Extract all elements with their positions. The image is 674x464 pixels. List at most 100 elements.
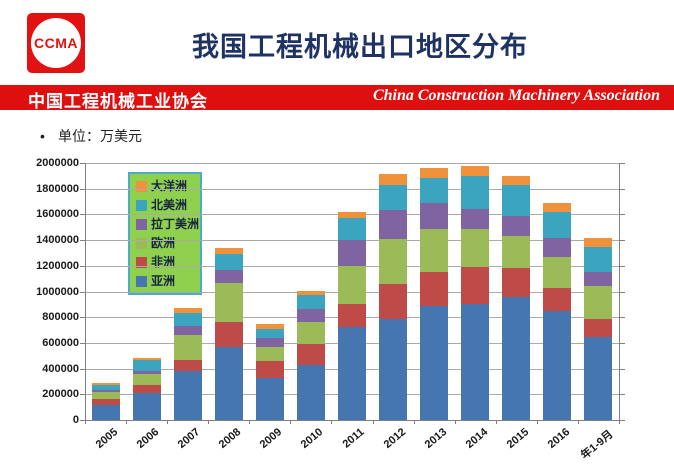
x-axis-tick bbox=[455, 420, 456, 424]
y-tick-label: 400000 bbox=[42, 363, 79, 375]
legend-label: 大洋洲 bbox=[151, 179, 188, 193]
bar-segment-大洋洲 bbox=[502, 175, 530, 185]
y-axis-tick-left bbox=[80, 343, 85, 344]
legend-swatch bbox=[136, 181, 147, 192]
legend-item: 拉丁美洲 bbox=[136, 218, 199, 231]
bar-segment-欧洲 bbox=[215, 282, 243, 322]
bar-segment-欧洲 bbox=[133, 374, 161, 386]
bar-segment-欧洲 bbox=[338, 266, 366, 305]
y-tick-label: 600000 bbox=[42, 337, 79, 349]
legend-item: 亚洲 bbox=[136, 275, 194, 288]
bar-segment-欧洲 bbox=[420, 229, 448, 273]
legend-label: 亚洲 bbox=[151, 274, 176, 288]
y-axis-tick-right bbox=[619, 394, 625, 395]
legend-swatch bbox=[136, 200, 147, 211]
bar-segment-非洲 bbox=[297, 343, 325, 366]
y-axis-tick-left bbox=[80, 214, 85, 215]
bar-segment-大洋洲 bbox=[174, 308, 202, 313]
bar-segment-大洋洲 bbox=[461, 165, 489, 176]
bar-segment-北美洲 bbox=[338, 218, 366, 241]
x-tick-label: 2008 bbox=[217, 426, 244, 451]
bar-segment-非洲 bbox=[502, 267, 530, 298]
bar-segment-拉丁美洲 bbox=[256, 338, 284, 347]
bar-segment-欧洲 bbox=[92, 391, 120, 400]
bar-segment-北美洲 bbox=[584, 246, 612, 273]
x-tick-label: 2012 bbox=[381, 426, 408, 451]
unit-note: • 单位：万美元 bbox=[40, 126, 142, 146]
bar-segment-亚洲 bbox=[297, 365, 325, 420]
bullet-icon: • bbox=[40, 128, 45, 144]
legend-item: 欧洲 bbox=[136, 237, 194, 250]
bar-segment-北美洲 bbox=[420, 177, 448, 203]
y-axis-tick-right bbox=[619, 292, 625, 293]
legend-label: 拉丁美洲 bbox=[151, 217, 200, 231]
x-axis-tick bbox=[249, 420, 250, 424]
bar-segment-亚洲 bbox=[584, 337, 612, 420]
y-axis-tick-left bbox=[80, 163, 85, 164]
bar-segment-非洲 bbox=[256, 360, 284, 379]
bar-segment-北美洲 bbox=[502, 184, 530, 216]
y-tick-label: 200000 bbox=[42, 388, 79, 400]
y-tick-label: 0 bbox=[72, 414, 79, 426]
bar-segment-非洲 bbox=[461, 267, 489, 305]
bar-segment-拉丁美洲 bbox=[502, 215, 530, 236]
y-tick-label: 1200000 bbox=[36, 260, 79, 272]
x-axis-tick bbox=[619, 420, 620, 424]
legend-label: 北美洲 bbox=[151, 198, 188, 212]
bar-segment-非洲 bbox=[543, 287, 571, 311]
bar-segment-非洲 bbox=[420, 272, 448, 306]
bar-segment-亚洲 bbox=[379, 319, 407, 420]
bar-segment-大洋洲 bbox=[543, 202, 571, 212]
bar-segment-非洲 bbox=[338, 304, 366, 328]
x-axis bbox=[80, 420, 625, 421]
y-axis-tick-left bbox=[80, 266, 85, 267]
banner-cn-text: 中国工程机械工业协会 bbox=[28, 92, 208, 111]
bar-segment-亚洲 bbox=[543, 310, 571, 420]
ccma-logo-text: CCMA bbox=[34, 35, 78, 51]
y-axis-tick-right bbox=[619, 317, 625, 318]
legend-item: 非洲 bbox=[136, 256, 194, 269]
bar-segment-亚洲 bbox=[461, 304, 489, 420]
bar-segment-大洋洲 bbox=[256, 324, 284, 330]
bar-segment-拉丁美洲 bbox=[461, 208, 489, 229]
bar-segment-亚洲 bbox=[133, 393, 161, 420]
x-axis-tick bbox=[578, 420, 579, 424]
y-axis-tick-left bbox=[80, 369, 85, 370]
bar-segment-欧洲 bbox=[379, 239, 407, 285]
y-tick-label: 1400000 bbox=[36, 234, 79, 246]
y-axis-tick-right bbox=[619, 343, 625, 344]
legend-item: 北美洲 bbox=[136, 199, 194, 212]
legend-swatch bbox=[136, 257, 147, 268]
bar-segment-拉丁美洲 bbox=[338, 240, 366, 267]
bar-segment-拉丁美洲 bbox=[379, 209, 407, 240]
x-tick-label: 2005 bbox=[93, 426, 121, 451]
x-tick-label: 2009 bbox=[258, 426, 285, 451]
x-axis-tick bbox=[537, 420, 538, 424]
bar-segment-北美洲 bbox=[379, 184, 407, 210]
bar-segment-亚洲 bbox=[420, 305, 448, 420]
ccma-logo-circle: CCMA bbox=[31, 18, 81, 68]
y-axis-tick-right bbox=[619, 369, 625, 370]
bar-segment-大洋洲 bbox=[133, 357, 161, 361]
y-axis-tick-left bbox=[80, 317, 85, 318]
y-axis-tick-right bbox=[619, 240, 625, 241]
y-axis-tick-left bbox=[80, 240, 85, 241]
x-axis-tick bbox=[290, 420, 291, 424]
bar-segment-欧洲 bbox=[174, 334, 202, 361]
bar-segment-欧洲 bbox=[543, 256, 571, 288]
bar-segment-拉丁美洲 bbox=[543, 238, 571, 257]
x-tick-label: 年1-9月 bbox=[578, 428, 616, 462]
bar-segment-非洲 bbox=[215, 321, 243, 347]
y-axis-tick-left bbox=[80, 292, 85, 293]
bar-segment-北美洲 bbox=[543, 211, 571, 239]
legend-swatch bbox=[136, 219, 147, 230]
bar-segment-北美洲 bbox=[215, 253, 243, 271]
bar-segment-非洲 bbox=[379, 284, 407, 320]
y-axis-tick-right bbox=[619, 189, 625, 190]
y-axis-tick-right bbox=[619, 163, 625, 164]
ccma-logo: CCMA bbox=[27, 13, 85, 73]
x-tick-label: 2006 bbox=[134, 426, 162, 451]
y-axis-tick-left bbox=[80, 189, 85, 190]
x-axis-tick bbox=[85, 420, 86, 424]
